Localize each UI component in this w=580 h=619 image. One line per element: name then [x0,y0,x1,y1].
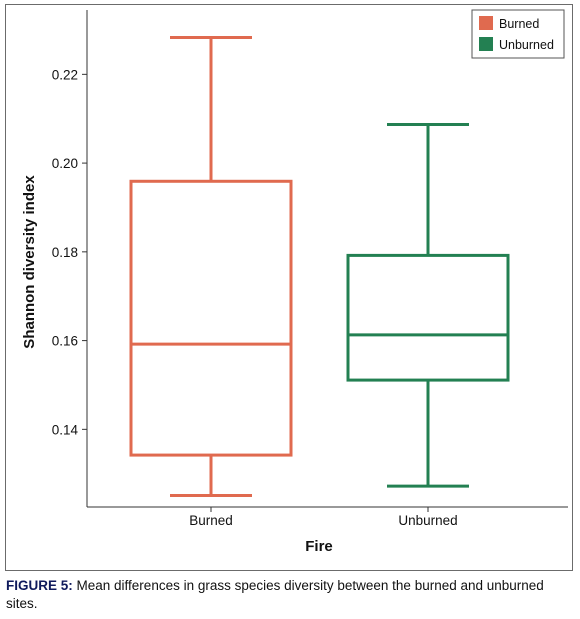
x-axis-title: Fire [305,538,333,555]
x-tick-label: Unburned [398,513,457,528]
y-tick-label: 0.14 [52,422,79,437]
legend-label-burned: Burned [499,17,539,31]
legend-label-unburned: Unburned [499,38,554,52]
figure-frame [5,4,573,571]
burned-box [129,179,293,457]
legend-swatch-unburned [479,37,493,51]
y-tick-label: 0.20 [52,156,78,171]
y-axis-title: Shannon diversity index [21,175,38,349]
caption-text: Mean differences in grass species divers… [6,578,544,611]
y-tick-label: 0.22 [52,67,78,82]
box-plot-chart: 0.14 0.16 0.18 0.20 0.22 Burned Unburned Fire Sh… [21,9,568,555]
caption-label: FIGURE 5: [6,578,73,593]
legend-swatch-burned [479,16,493,30]
y-tick-label: 0.16 [52,334,78,349]
x-tick-label: Burned [189,513,233,528]
unburned-box [346,253,510,382]
y-tick-label: 0.18 [52,245,78,260]
figure-caption: FIGURE 5: Mean differences in grass spec… [6,577,574,613]
